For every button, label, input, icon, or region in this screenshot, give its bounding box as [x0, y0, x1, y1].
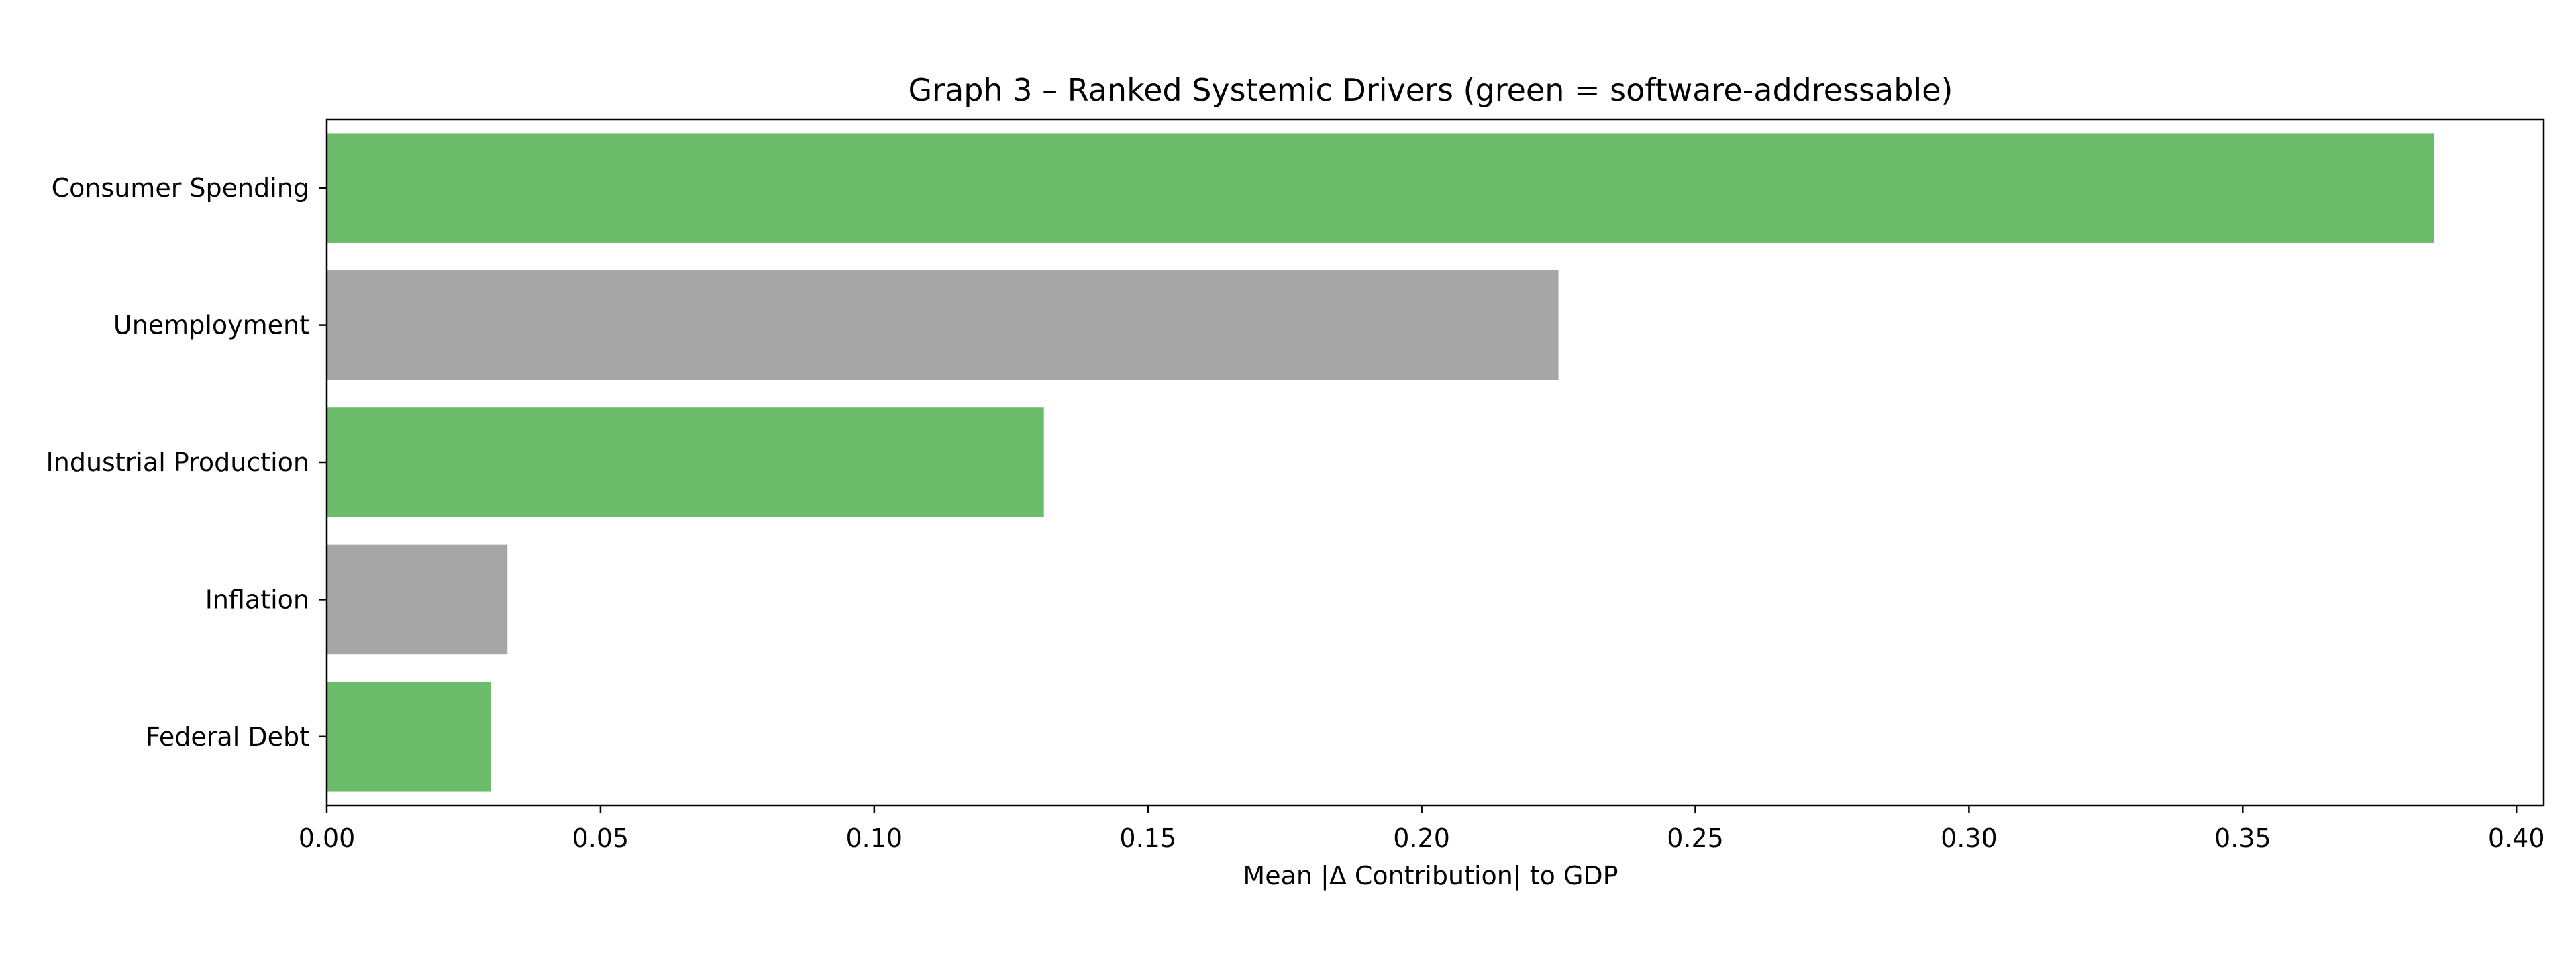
bars-layer: [327, 133, 2434, 792]
bar-consumer-spending: [327, 133, 2434, 243]
x-tick-label: 0.20: [1393, 823, 1450, 853]
y-tick-label-consumer-spending: Consumer Spending: [52, 173, 309, 203]
x-tick-label: 0.35: [2214, 823, 2271, 853]
y-axis-ticks: Consumer Spending Unemployment Industrial …: [46, 173, 327, 752]
x-tick-label: 0.15: [1119, 823, 1176, 853]
x-tick-label: 0.00: [299, 823, 356, 853]
x-tick-label: 0.10: [845, 823, 903, 853]
x-axis-label: Mean |Δ Contribution| to GDP: [1243, 861, 1618, 891]
y-tick-label-federal-debt: Federal Debt: [146, 722, 309, 752]
x-tick-label: 0.25: [1667, 823, 1724, 853]
y-tick-label-unemployment: Unemployment: [113, 311, 309, 340]
x-tick-label: 0.30: [1941, 823, 1998, 853]
y-tick-label-industrial-production: Industrial Production: [46, 448, 309, 477]
y-tick-label-inflation: Inflation: [205, 584, 309, 614]
x-tick-label: 0.40: [2488, 823, 2545, 853]
x-axis-ticks: 0.00 0.05 0.10 0.15 0.20 0.25 0.30 0.35 0.40: [299, 805, 2545, 853]
chart-title: Graph 3 – Ranked Systemic Drivers (green…: [909, 72, 1953, 108]
x-tick-label: 0.05: [572, 823, 629, 853]
bar-unemployment: [327, 270, 1559, 380]
bar-inflation: [327, 544, 508, 655]
bar-federal-debt: [327, 682, 491, 792]
bar-industrial-production: [327, 407, 1044, 517]
